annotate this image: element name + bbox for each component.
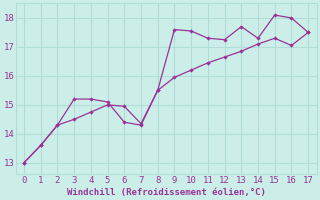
X-axis label: Windchill (Refroidissement éolien,°C): Windchill (Refroidissement éolien,°C) (67, 188, 266, 197)
